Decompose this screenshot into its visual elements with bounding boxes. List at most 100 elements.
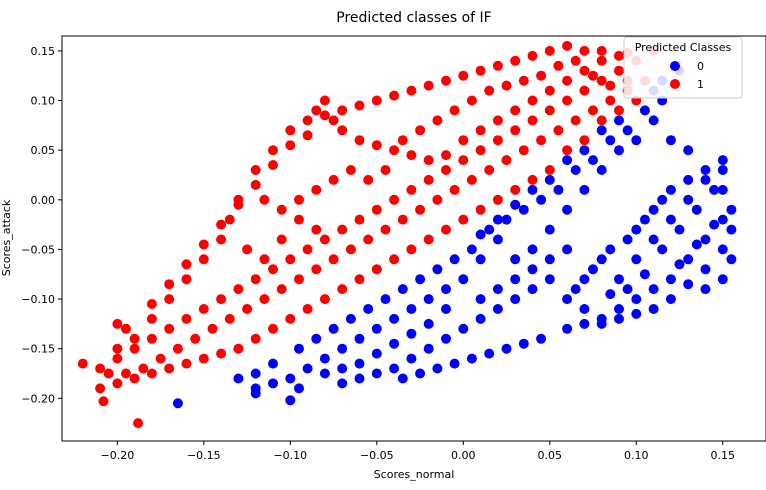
point-class-1 [371,140,382,151]
point-class-0 [657,244,668,255]
point-class-1 [406,150,417,161]
point-class-1 [501,155,512,166]
point-class-1 [596,75,607,86]
x-tick-label: −0.05 [360,449,394,462]
point-class-1 [527,95,538,106]
point-class-1 [112,353,123,364]
point-class-0 [172,398,183,409]
point-class-1 [527,50,538,61]
point-class-0 [657,194,668,205]
point-class-1 [605,80,616,91]
point-class-0 [510,274,521,285]
point-class-1 [311,264,322,275]
point-class-1 [207,323,218,334]
point-class-0 [518,338,529,349]
point-class-0 [380,294,391,305]
point-class-1 [77,358,88,369]
point-class-1 [146,299,157,309]
point-class-1 [259,254,270,265]
point-class-0 [406,328,417,339]
point-class-1 [294,194,304,205]
point-class-0 [665,274,676,285]
point-class-1 [544,105,555,116]
point-class-1 [242,244,253,255]
point-class-1 [268,160,278,170]
point-class-1 [345,165,356,175]
point-class-0 [285,373,296,384]
point-class-0 [717,244,728,255]
point-class-1 [302,304,313,314]
point-class-1 [605,95,616,106]
point-class-0 [268,358,278,369]
y-axis-ticks: −0.20 −0.15 −0.10 −0.05 0.00 0.05 0.10 0.15 [21,45,62,405]
point-class-1 [614,50,624,61]
point-class-1 [475,125,486,136]
point-class-1 [216,234,227,245]
point-class-0 [536,333,547,344]
point-class-1 [276,284,287,295]
point-class-0 [233,373,244,384]
point-class-1 [423,155,434,166]
point-class-0 [484,224,495,235]
point-class-1 [224,214,235,225]
point-class-1 [518,75,529,86]
point-class-1 [553,60,564,71]
point-class-1 [562,40,573,51]
point-class-0 [579,145,590,156]
point-class-1 [328,254,339,265]
point-class-1 [259,294,270,305]
point-class-0 [683,145,694,156]
point-class-0 [700,234,711,245]
point-class-1 [268,323,278,334]
point-class-1 [285,254,296,265]
x-tick-label: −0.20 [100,449,134,462]
point-class-0 [441,304,451,314]
point-class-0 [319,368,330,379]
point-class-1 [588,105,598,116]
point-class-1 [164,279,175,290]
point-class-0 [337,343,348,354]
x-axis-ticks: −0.20 −0.15 −0.10 −0.05 0.00 0.05 0.10 0.15 [100,441,735,462]
point-class-0 [354,358,365,369]
point-class-0 [631,254,642,265]
point-class-1 [363,234,374,245]
point-class-0 [510,254,521,265]
legend-marker-1 [670,79,680,89]
point-class-1 [285,313,296,324]
point-class-0 [717,214,728,225]
point-class-1 [216,348,227,359]
point-class-0 [294,343,304,354]
point-class-1 [484,85,495,96]
point-class-0 [302,363,313,374]
point-class-0 [570,284,581,295]
point-class-1 [570,115,581,126]
x-tick-label: −0.10 [273,449,307,462]
point-class-1 [492,194,503,205]
point-class-1 [268,264,278,275]
point-class-0 [337,378,348,389]
point-class-0 [492,304,503,314]
point-class-0 [345,313,356,324]
point-class-1 [129,333,140,344]
point-class-1 [302,130,313,141]
point-class-0 [441,333,451,344]
point-class-1 [216,294,227,305]
point-class-0 [648,234,659,245]
point-class-1 [484,165,495,175]
point-class-1 [406,184,417,195]
point-class-1 [337,224,348,235]
point-class-1 [233,343,244,354]
point-class-0 [596,318,607,329]
point-class-1 [198,254,209,265]
point-class-1 [518,145,529,156]
point-class-1 [458,155,469,166]
point-class-0 [544,254,555,265]
point-class-1 [133,418,144,429]
point-class-0 [726,204,737,215]
point-class-1 [345,244,356,255]
point-class-1 [276,204,287,215]
point-class-1 [458,135,469,146]
point-class-1 [112,318,123,329]
legend-label-1: 1 [697,78,704,91]
point-class-1 [570,55,581,66]
